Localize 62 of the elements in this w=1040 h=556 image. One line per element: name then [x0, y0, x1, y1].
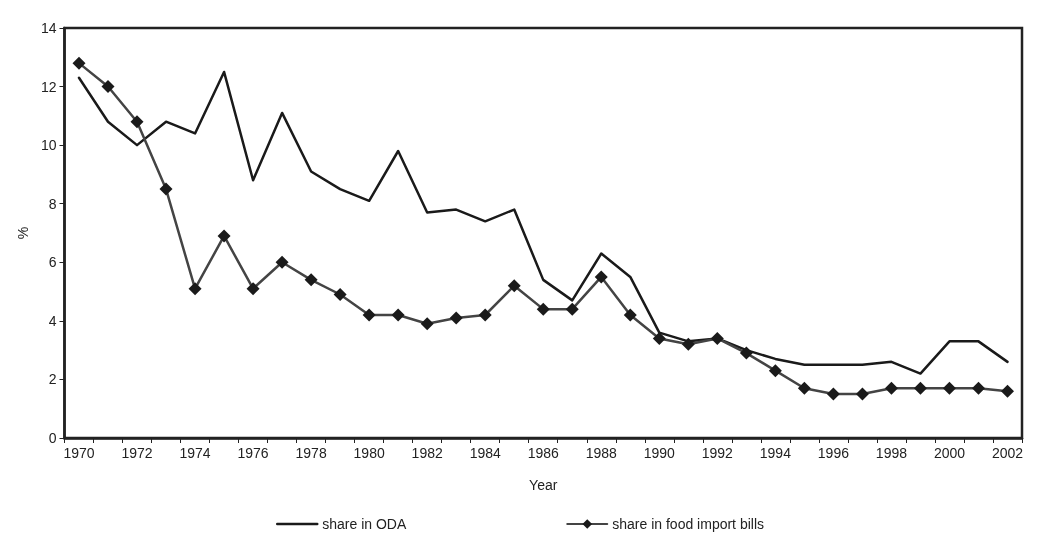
point — [217, 229, 231, 243]
x-tick-label: 2002 — [991, 445, 1024, 461]
y-axis-title: % — [15, 226, 31, 240]
point — [971, 381, 985, 395]
point — [275, 255, 289, 269]
legend-label: share in ODA — [322, 516, 407, 532]
point — [565, 302, 579, 316]
point — [391, 308, 405, 322]
x-tick-label: 1972 — [121, 445, 153, 461]
point — [594, 270, 608, 284]
point — [942, 381, 956, 395]
point — [536, 302, 550, 316]
point — [681, 337, 695, 351]
x-tick-label: 1996 — [817, 445, 850, 461]
y-tick-label: 12 — [40, 78, 57, 95]
legend-label: share in food import bills — [612, 516, 765, 532]
point — [913, 381, 927, 395]
point — [72, 56, 86, 70]
x-tick-label: 1998 — [875, 445, 908, 461]
y-tick-label: 14 — [40, 20, 57, 36]
x-tick-label: 1982 — [411, 445, 443, 461]
y-tick-label: 0 — [48, 430, 57, 446]
point — [159, 182, 173, 196]
point — [362, 308, 376, 322]
x-tick-label: 2000 — [933, 445, 966, 461]
x-axis-title: Year — [529, 477, 558, 493]
point — [130, 115, 144, 129]
x-tick-label: 1976 — [237, 445, 269, 461]
y-tick-label: 4 — [48, 312, 57, 329]
point — [855, 387, 869, 401]
point — [797, 381, 811, 395]
y-tick-label: 6 — [48, 254, 57, 271]
point — [739, 346, 753, 360]
point — [333, 288, 347, 301]
x-tick-label: 1988 — [585, 445, 618, 461]
x-tick-label: 1980 — [353, 445, 385, 461]
x-tick-label: 1970 — [63, 445, 95, 461]
point — [449, 311, 463, 325]
x-tick-label: 1990 — [643, 445, 676, 461]
point — [652, 331, 666, 345]
y-tick-label: 10 — [40, 137, 57, 154]
x-tick-label: 1986 — [527, 445, 560, 461]
x-tick-label: 1974 — [179, 445, 211, 461]
x-tick-label: 1984 — [469, 445, 501, 461]
x-tick-label: 1994 — [759, 445, 792, 461]
point — [710, 331, 724, 345]
y-tick-label: 8 — [48, 195, 57, 212]
x-tick-label: 1992 — [701, 445, 734, 461]
point — [507, 279, 521, 293]
point — [420, 317, 434, 331]
point — [188, 282, 202, 296]
point — [826, 387, 840, 401]
point — [304, 273, 318, 287]
point — [884, 381, 898, 395]
point — [478, 308, 492, 322]
x-tick-label: 1978 — [295, 445, 327, 461]
point — [623, 308, 637, 322]
point — [101, 80, 115, 94]
point — [246, 282, 260, 296]
point — [1000, 384, 1014, 398]
point — [768, 364, 782, 378]
y-tick-label: 2 — [48, 371, 57, 388]
